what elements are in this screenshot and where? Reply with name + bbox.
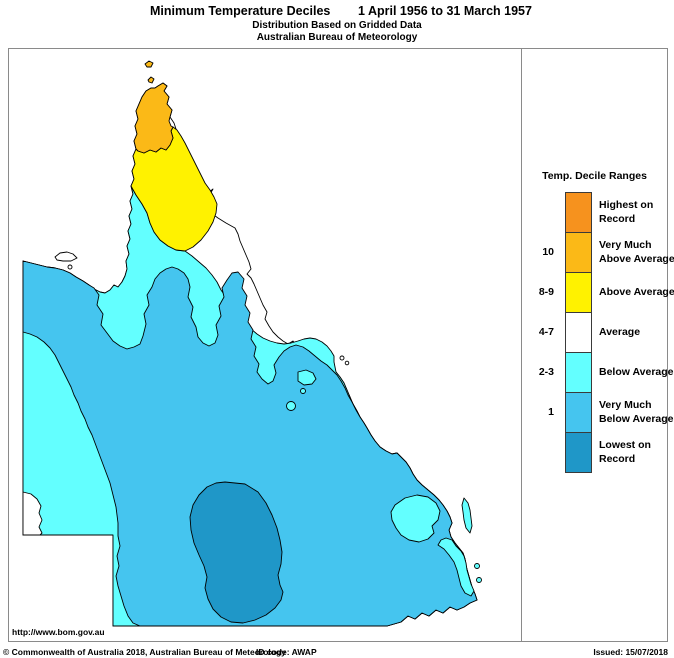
region-very-much-above-average <box>133 82 174 154</box>
legend-label-line: Average <box>599 326 641 338</box>
id-code-text: ID code: AWAP <box>256 647 317 657</box>
legend-row-average: 4-7 Average <box>521 312 668 353</box>
patch-inland-below-average-hole-1 <box>297 369 317 386</box>
legend-title: Temp. Decile Ranges <box>542 170 647 182</box>
island-whitsunday-1 <box>339 355 345 361</box>
legend-range-label <box>524 192 554 232</box>
patch-se-below-average-blob <box>390 494 441 543</box>
legend: Temp. Decile Ranges Highest on Record 10… <box>521 48 674 642</box>
bom-url-text: http://www.bom.gov.au <box>12 627 105 637</box>
legend-label: Average <box>599 312 640 352</box>
legend-swatch-lowest-on-record <box>565 432 592 473</box>
legend-label-line: Record <box>599 213 636 225</box>
map-frame <box>8 48 668 642</box>
legend-divider <box>521 48 522 642</box>
legend-swatch-above-average <box>565 272 592 313</box>
legend-swatch-highest-on-record <box>565 192 592 233</box>
island-moreton <box>474 563 480 569</box>
patch-sw-average <box>22 491 43 536</box>
island-torres-strait-2 <box>147 76 155 84</box>
island-gulf-small <box>67 264 73 270</box>
legend-range-label: 4-7 <box>538 326 554 338</box>
queensland-decile-map <box>22 60 482 627</box>
legend-label-line: Above Average <box>599 253 674 265</box>
subtitle-bureau: Australian Bureau of Meteorology <box>256 32 418 43</box>
legend-label: Very Much Below Average <box>599 392 674 432</box>
legend-swatch-very-much-above <box>565 232 592 273</box>
legend-label-line: Very Much <box>599 399 652 411</box>
region-lowest-on-record <box>189 481 284 624</box>
legend-row-highest-on-record: Highest on Record <box>521 192 668 233</box>
legend-label-line: Record <box>599 453 636 465</box>
legend-row-above-average: 8-9 Above Average <box>521 272 674 313</box>
legend-row-very-much-above: 10 Very Much Above Average <box>521 232 674 273</box>
legend-label-line: Below Average <box>599 366 674 378</box>
legend-range-label: 10 <box>542 246 554 258</box>
legend-row-below-average: 2-3 Below Average <box>521 352 674 393</box>
legend-range-label <box>524 432 554 472</box>
legend-label-line: Very Much <box>599 239 652 251</box>
legend-range-label: 1 <box>548 406 554 418</box>
legend-label: Highest on Record <box>599 192 653 232</box>
legend-label: Very Much Above Average <box>599 232 674 272</box>
legend-swatch-very-much-below <box>565 392 592 433</box>
patch-inland-below-average-hole-2 <box>300 388 306 394</box>
copyright-text: © Commonwealth of Australia 2018, Austra… <box>3 647 286 657</box>
island-stradbroke <box>476 577 482 583</box>
legend-label-line: Lowest on <box>599 439 651 451</box>
island-torres-strait-1 <box>144 60 154 68</box>
island-mornington <box>54 251 78 262</box>
patch-se-below-average-coastal-strip <box>437 537 475 597</box>
island-whitsunday-2 <box>344 360 350 366</box>
island-fraser <box>461 497 473 534</box>
patch-inland-below-average-hole-3 <box>286 401 296 411</box>
issued-date-text: Issued: 15/07/2018 <box>593 647 668 657</box>
legend-range-label: 2-3 <box>538 366 554 378</box>
page-title: Minimum Temperature Deciles <box>150 4 331 18</box>
legend-label: Below Average <box>599 352 674 392</box>
subtitle-distribution: Distribution Based on Gridded Data <box>252 20 422 31</box>
legend-row-lowest-on-record: Lowest on Record <box>521 432 668 473</box>
region-very-much-below-average <box>22 260 478 627</box>
legend-label-line: Above Average <box>599 286 674 298</box>
legend-row-very-much-below: 1 Very Much Below Average <box>521 392 674 433</box>
legend-label: Above Average <box>599 272 674 312</box>
legend-swatch-below-average <box>565 352 592 393</box>
date-range-title: 1 April 1956 to 31 March 1957 <box>358 4 532 18</box>
legend-label-line: Highest on <box>599 199 654 211</box>
legend-swatch-average <box>565 312 592 353</box>
legend-range-label: 8-9 <box>538 286 554 298</box>
legend-label-line: Below Average <box>599 413 674 425</box>
legend-label: Lowest on Record <box>599 432 651 472</box>
